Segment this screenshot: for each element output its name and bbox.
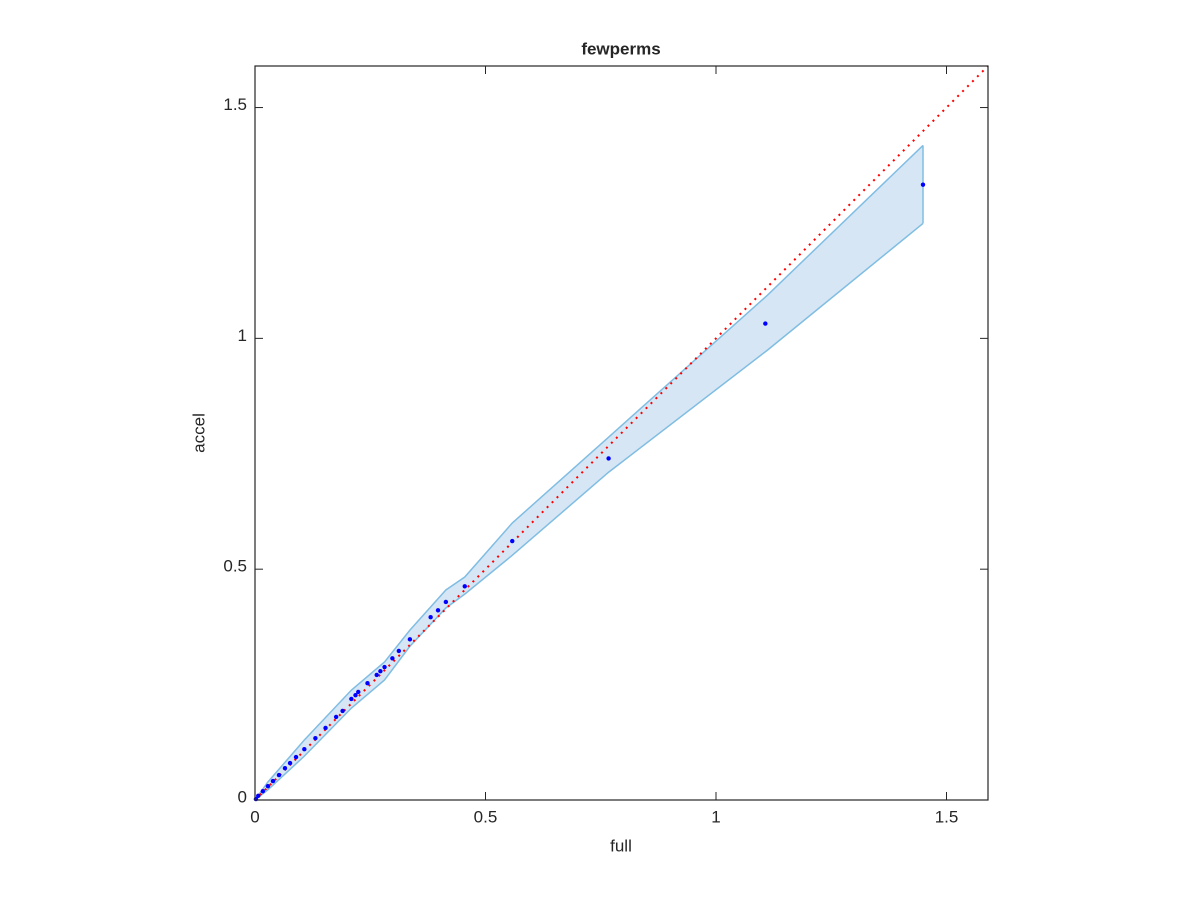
point (356, 689, 361, 695)
chart-title: fewperms (581, 39, 660, 58)
x-tick-label: 1.5 (935, 807, 959, 826)
point (382, 664, 387, 670)
x-tick-label: 0 (250, 807, 259, 826)
point (606, 456, 611, 461)
point (443, 599, 449, 605)
y-tick-label: 0 (238, 787, 247, 806)
axes-box (254, 65, 989, 801)
point (282, 765, 288, 771)
y-tick-label: 0.5 (223, 557, 247, 576)
point (253, 796, 259, 802)
point (323, 725, 328, 731)
point (313, 735, 318, 741)
point (287, 760, 293, 766)
band-edge (254, 222, 924, 801)
band-area (255, 145, 923, 801)
point (302, 747, 307, 752)
point (265, 783, 271, 789)
x-tick-label: 0.5 (474, 807, 498, 826)
point (260, 789, 266, 794)
y-tick-label: 1 (238, 326, 247, 345)
point (435, 608, 441, 613)
reference-line (254, 65, 989, 801)
point (374, 672, 379, 678)
point (462, 584, 467, 589)
point (407, 637, 413, 642)
point (276, 772, 282, 778)
point (428, 614, 433, 620)
point (353, 693, 358, 698)
point (256, 793, 261, 799)
y-tick-label: 1.5 (223, 95, 247, 114)
point (333, 714, 339, 720)
point (920, 182, 926, 187)
point (378, 669, 383, 674)
point (340, 708, 345, 714)
band-edge (254, 144, 924, 801)
point (365, 681, 370, 686)
y-axis-label: accel (189, 413, 208, 453)
point (349, 696, 354, 702)
point (763, 321, 768, 326)
point (396, 648, 402, 654)
x-tick-label: 1 (711, 807, 720, 826)
point (510, 538, 515, 544)
x-axis-label: full (610, 836, 632, 855)
point (293, 754, 299, 760)
point (390, 656, 395, 661)
point (270, 778, 276, 784)
